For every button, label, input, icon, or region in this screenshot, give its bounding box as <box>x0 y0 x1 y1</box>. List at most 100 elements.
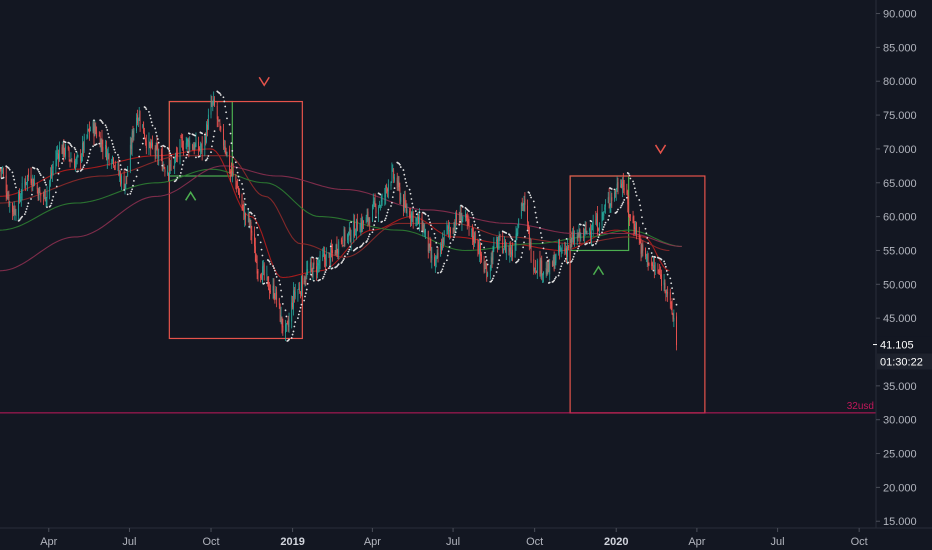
psar-dot <box>292 330 295 333</box>
candle-body <box>21 183 23 195</box>
psar-dot <box>74 148 77 151</box>
candle-body <box>139 117 141 125</box>
psar-dot <box>607 218 610 221</box>
candle-body <box>155 145 157 157</box>
psar-dot <box>411 202 414 205</box>
candle-body <box>590 231 591 235</box>
bull-marker-2018[interactable] <box>184 190 197 201</box>
candle-body <box>19 199 21 202</box>
candle-body <box>175 155 176 158</box>
candle-body <box>363 220 364 224</box>
candle-body <box>659 271 661 273</box>
candle-body <box>616 183 618 191</box>
candle-body <box>312 263 314 279</box>
candle-body <box>602 213 604 215</box>
psar-dot <box>69 142 71 145</box>
psar-dot <box>269 263 272 265</box>
bear-marker-2020[interactable] <box>654 144 667 155</box>
candle-body <box>559 247 561 251</box>
candle-body <box>201 141 203 152</box>
psar-dot <box>50 202 53 205</box>
psar-dot <box>628 174 631 177</box>
candle-body <box>58 153 59 159</box>
candle-body <box>522 204 524 206</box>
candle-body <box>496 239 497 242</box>
psar-dot <box>453 233 456 236</box>
psar-dot <box>234 161 237 164</box>
psar-dot <box>280 289 282 292</box>
psar-dot <box>107 132 110 135</box>
psar-dot <box>392 191 395 194</box>
psar-dot <box>304 292 307 295</box>
candle-body <box>50 175 51 181</box>
candle-body <box>80 154 82 161</box>
psar-dot <box>633 183 635 185</box>
psar-dot <box>665 270 668 272</box>
psar-dot <box>603 223 606 226</box>
candle-body <box>545 267 547 275</box>
candle-body <box>305 278 307 280</box>
time-axis[interactable]: Apr Jul Oct 2019 Apr Jul Oct 2020 Apr Jul Oct <box>40 528 868 548</box>
last-price-badge <box>877 336 932 353</box>
psar-dot <box>15 186 17 189</box>
candle-body <box>657 269 659 271</box>
psar-dot <box>622 201 625 204</box>
psar-dot <box>430 228 433 230</box>
candle-body <box>493 242 495 250</box>
candle-body <box>567 245 569 249</box>
candle-body <box>59 147 60 161</box>
candle-body <box>185 142 187 149</box>
candle-body <box>313 262 315 265</box>
candle-body <box>108 154 110 163</box>
candle-body <box>632 216 634 224</box>
candle-body <box>372 201 374 207</box>
candle-body <box>257 271 259 274</box>
candle-body <box>577 235 579 239</box>
psar-dot <box>44 181 47 184</box>
psar-dot <box>123 189 126 191</box>
candle-body <box>558 245 559 253</box>
candle-body <box>586 231 588 234</box>
candle-body <box>68 150 70 158</box>
candle-body <box>55 158 57 169</box>
psar-dot <box>633 187 636 190</box>
candle-body <box>621 183 622 188</box>
psar-dot <box>70 144 72 147</box>
candle-body <box>280 314 282 323</box>
price-axis[interactable]: 90.000 85.000 80.000 75.000 70.000 65.000 60.0… <box>876 9 917 529</box>
psar-dot <box>371 231 374 234</box>
candle-body <box>535 268 536 270</box>
candle-body <box>93 123 95 137</box>
candle-body <box>639 238 641 244</box>
psar-dot <box>595 240 598 243</box>
psar-dot <box>381 220 384 223</box>
psar-dot <box>375 216 377 219</box>
candle-body <box>15 214 17 216</box>
psar-dot <box>497 263 500 265</box>
bull-marker-2020[interactable] <box>592 265 605 276</box>
psar-dot <box>362 242 365 245</box>
psar-dot <box>596 239 599 241</box>
candle-body <box>74 160 75 169</box>
psar-dot <box>161 164 164 167</box>
psar-dot <box>259 241 262 244</box>
psar-dot <box>383 219 386 222</box>
candle-body <box>515 233 517 245</box>
psar-dot <box>557 274 560 277</box>
psar-dot <box>83 164 86 167</box>
psar-dot <box>104 124 107 127</box>
candle-body <box>670 302 672 304</box>
bear-marker-2018[interactable] <box>258 76 270 87</box>
bear-box-2018[interactable] <box>168 100 303 340</box>
psar-dot <box>414 210 417 212</box>
candle-body <box>626 190 628 194</box>
candle-body <box>176 153 178 157</box>
candle-body <box>528 226 530 247</box>
psar-dot <box>62 157 64 160</box>
candle-body <box>483 262 485 272</box>
psar-dot <box>160 145 163 148</box>
candle-body <box>489 266 491 272</box>
